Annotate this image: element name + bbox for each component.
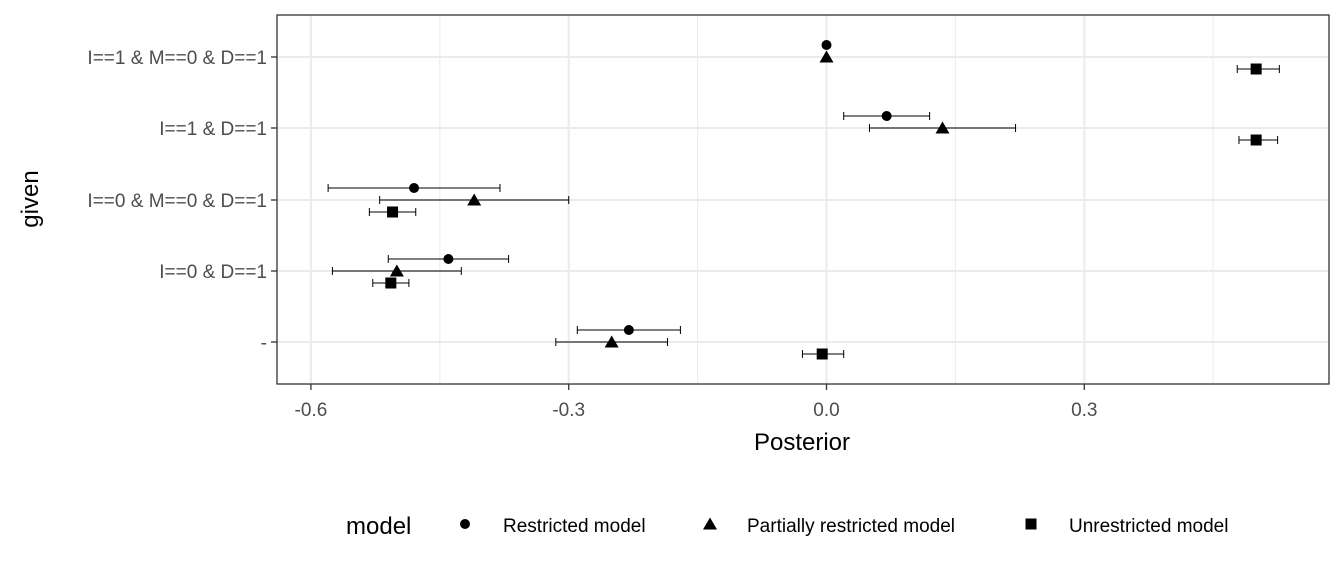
interval-bars: [327, 65, 1280, 358]
legend-key-unrestricted-model: [1025, 518, 1037, 530]
data-points: [385, 40, 1262, 360]
legend-label-restricted: Restricted model: [503, 516, 646, 537]
legend-key-restricted-model: [460, 519, 470, 529]
x-tick-label: -0.3: [552, 400, 585, 421]
legend-title: model: [346, 513, 411, 540]
point-restricted-model-i-1-d-1: [881, 111, 892, 121]
point-unrestricted-model-i-1-d-1: [1250, 134, 1262, 146]
y-tick-label-i-0-d-1: I==0 & D==1: [159, 262, 267, 283]
y-tick-label-i-0-m-0-d-1: I==0 & M==0 & D==1: [87, 191, 267, 212]
y-tick-label-overall: -: [261, 333, 267, 354]
point-restricted-model-i-0-m-0-d-1: [409, 183, 420, 193]
y-tick-label-i-1-m-0-d-1: I==1 & M==0 & D==1: [87, 48, 267, 69]
point-partially-restricted-model-i-0-d-1: [389, 264, 404, 277]
x-axis: -0.6 -0.3 0.0 0.3: [295, 384, 1098, 421]
point-restricted-model-i-1-m-0-d-1: [821, 40, 832, 50]
point-unrestricted-model-i-1-m-0-d-1: [1250, 63, 1262, 75]
x-tick-label: 0.0: [813, 400, 839, 421]
x-tick-label: 0.3: [1071, 400, 1097, 421]
legend-label-unrestricted: Unrestricted model: [1069, 516, 1228, 537]
legend-label-partially-restricted: Partially restricted model: [747, 516, 955, 537]
legend-keys: [460, 517, 1037, 530]
y-tick-label-i-1-d-1: I==1 & D==1: [159, 119, 267, 140]
point-restricted-model-overall: [623, 325, 634, 335]
point-unrestricted-model-i-0-m-0-d-1: [387, 206, 399, 218]
point-restricted-model-i-0-d-1: [443, 254, 454, 264]
point-partially-restricted-model-i-1-m-0-d-1: [819, 50, 834, 63]
point-partially-restricted-model-overall: [604, 335, 619, 348]
x-axis-title: Posterior: [754, 429, 850, 456]
legend: model Restricted model Partially restric…: [346, 513, 1228, 540]
y-axis-title: given: [17, 170, 44, 227]
point-unrestricted-model-i-0-d-1: [385, 277, 397, 289]
legend-key-partially-restricted-model: [703, 517, 717, 530]
point-unrestricted-model-overall: [816, 348, 828, 360]
point-partially-restricted-model-i-0-m-0-d-1: [467, 193, 482, 206]
point-partially-restricted-model-i-1-d-1: [935, 121, 950, 134]
y-axis: I==1 & M==0 & D==1 I==1 & D==1 I==0 & M==0…: [87, 48, 277, 354]
x-tick-label: -0.6: [295, 400, 328, 421]
